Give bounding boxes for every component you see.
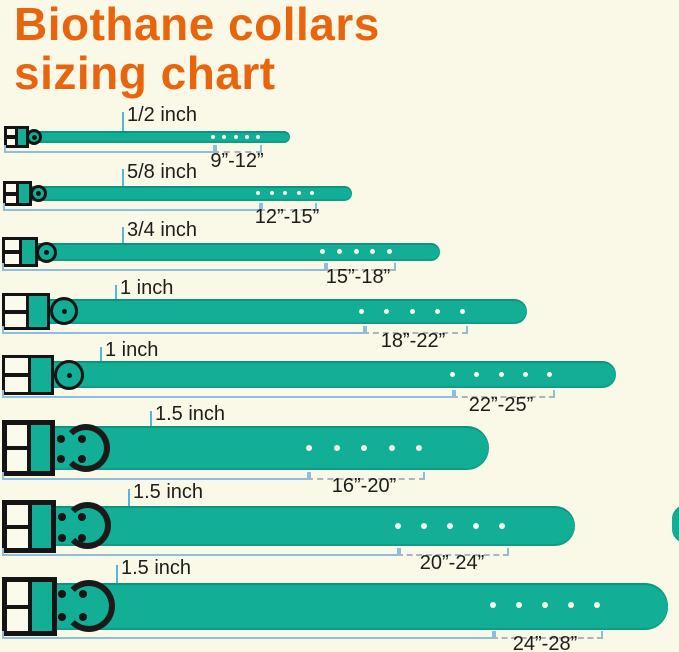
o-ring-icon xyxy=(36,242,57,263)
buckle-icon xyxy=(2,500,56,553)
collar-strap xyxy=(8,506,575,546)
buckle-icon xyxy=(2,355,54,395)
o-ring-icon xyxy=(50,297,78,325)
rivets-icon xyxy=(57,435,86,463)
collar-holes xyxy=(359,309,465,314)
width-label: 1.5 inch xyxy=(155,403,226,425)
size-range-label: 24”-28” xyxy=(512,633,578,652)
o-ring-icon xyxy=(26,129,42,145)
size-range-bracket xyxy=(363,326,468,334)
collar-length-bracket xyxy=(4,145,217,153)
size-range-bracket xyxy=(324,263,396,271)
size-range-bracket xyxy=(213,145,262,153)
buckle-icon xyxy=(3,181,32,206)
buckle-icon xyxy=(2,577,57,636)
width-label: 1.5 inch xyxy=(133,481,204,503)
width-tick xyxy=(116,565,118,630)
collar-end-fragment xyxy=(672,505,679,543)
collar-holes xyxy=(320,249,392,254)
collar-length-bracket xyxy=(2,472,311,480)
collar-length-bracket xyxy=(2,326,367,334)
o-ring-icon xyxy=(30,185,47,202)
width-label: 5/8 inch xyxy=(127,161,198,183)
size-range-label: 18”-22” xyxy=(380,330,446,352)
title-line-1: Biothane collars xyxy=(14,0,380,50)
collar-holes xyxy=(256,191,314,195)
collar-holes xyxy=(395,523,505,529)
size-range-bracket xyxy=(259,203,317,211)
collar-length-bracket xyxy=(2,263,328,271)
size-range-label: 16”-20” xyxy=(331,475,397,497)
title-line-2: sizing chart xyxy=(14,47,276,99)
width-tick xyxy=(122,169,124,200)
o-ring-icon xyxy=(54,360,84,390)
collar-length-bracket xyxy=(2,390,456,398)
width-tick xyxy=(122,227,124,261)
d-ring-icon xyxy=(63,580,115,632)
collar-length-bracket xyxy=(3,203,263,211)
width-tick xyxy=(128,489,130,546)
collar-holes xyxy=(306,445,422,451)
buckle-icon xyxy=(2,237,38,267)
size-range-bracket xyxy=(397,548,509,556)
width-label: 1 inch xyxy=(105,339,159,361)
collar-holes xyxy=(490,602,600,608)
collar-strap xyxy=(8,361,616,388)
collar-length-bracket xyxy=(2,631,496,639)
rivets-icon xyxy=(58,513,86,542)
collar-holes xyxy=(450,372,552,377)
collar-strap xyxy=(8,426,489,470)
size-range-bracket xyxy=(452,390,555,398)
width-tick xyxy=(100,347,102,388)
width-tick xyxy=(122,112,124,143)
rivets-icon xyxy=(58,590,87,621)
collar-strap xyxy=(8,299,527,324)
width-label: 1.5 inch xyxy=(121,557,192,579)
size-range-label: 9”-12” xyxy=(210,150,264,172)
size-range-bracket xyxy=(307,472,425,480)
width-tick xyxy=(115,285,117,324)
d-ring-icon xyxy=(64,502,111,549)
page-title: Biothane collars sizing chart xyxy=(14,0,380,98)
d-ring-icon xyxy=(62,424,110,472)
collar-strap xyxy=(8,131,290,143)
buckle-icon xyxy=(4,126,29,148)
size-range-label: 12”-15” xyxy=(254,206,320,228)
size-range-bracket xyxy=(492,631,603,639)
width-label: 1/2 inch xyxy=(127,104,198,126)
size-range-label: 22”-25” xyxy=(468,394,534,416)
collar-holes xyxy=(211,135,260,139)
width-label: 1 inch xyxy=(120,277,174,299)
collar-strap xyxy=(8,583,668,630)
buckle-icon xyxy=(2,420,55,476)
buckle-icon xyxy=(2,293,50,330)
size-range-label: 15”-18” xyxy=(325,266,391,288)
collar-strap xyxy=(8,186,352,201)
collar-strap xyxy=(8,243,440,261)
collar-length-bracket xyxy=(2,548,401,556)
width-label: 3/4 inch xyxy=(127,219,198,241)
width-tick xyxy=(150,411,152,470)
size-range-label: 20”-24” xyxy=(419,552,485,574)
